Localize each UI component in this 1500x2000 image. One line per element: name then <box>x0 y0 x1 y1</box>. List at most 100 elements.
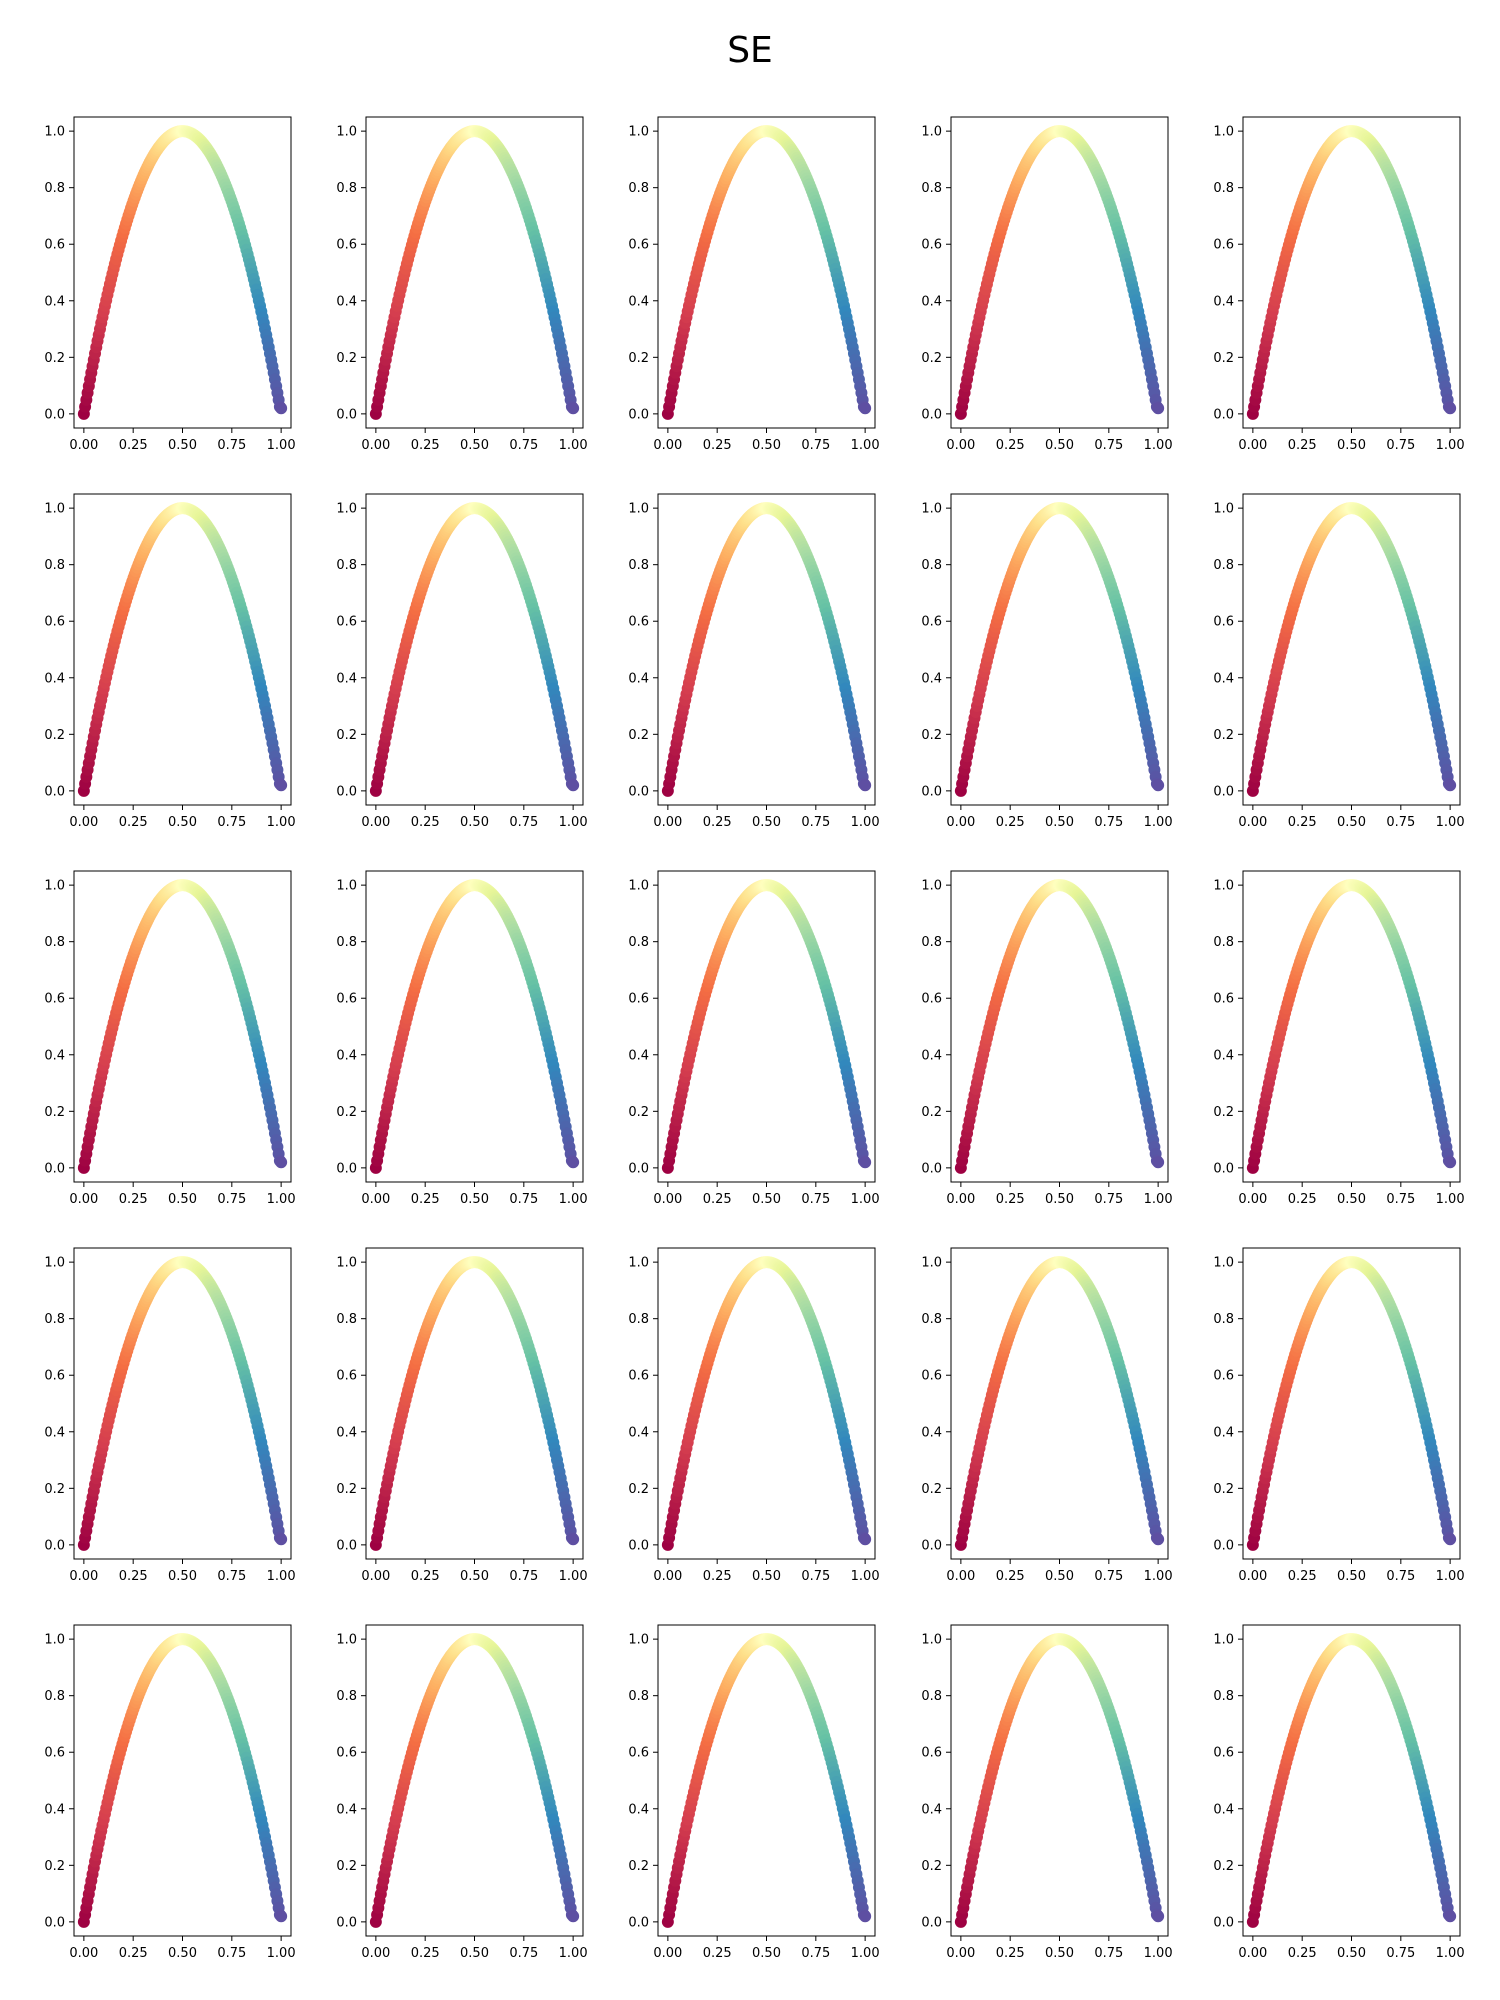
y-tick-label: 0.4 <box>336 1802 357 1817</box>
subplot-r5-c4: 0.00 0.25 0.50 0.75 1.00 0.0 0.2 0.4 0.6 0.8 1.0 <box>921 1624 1173 1961</box>
scatter-point <box>1444 1156 1457 1169</box>
x-tick-label: 0.50 <box>1337 1569 1366 1584</box>
scatter-point <box>859 1910 872 1923</box>
x-tick-label: 0.00 <box>653 815 682 830</box>
x-tick-label: 0.25 <box>119 1192 148 1207</box>
y-tick-label: 0.8 <box>336 935 357 950</box>
axes-frame <box>657 870 876 1183</box>
x-tick-label: 0.00 <box>69 1192 98 1207</box>
y-tick-label: 0.0 <box>44 407 65 422</box>
x-tick-label: 0.50 <box>460 1192 489 1207</box>
scatter-point <box>567 779 580 792</box>
x-tick-label: 0.50 <box>752 815 781 830</box>
x-tick-label: 1.00 <box>1144 1569 1173 1584</box>
x-tick-label: 0.75 <box>509 1569 538 1584</box>
y-tick-label: 0.4 <box>336 294 357 309</box>
scatter-point <box>275 1156 288 1169</box>
y-tick-label: 0.8 <box>921 1312 942 1327</box>
x-tick-label: 0.25 <box>1288 1569 1317 1584</box>
y-tick-label: 1.0 <box>336 1256 357 1271</box>
y-tick-label: 0.0 <box>628 1915 649 1930</box>
scatter-series <box>661 879 872 1174</box>
y-tick-label: 0.6 <box>921 992 942 1007</box>
scatter-series <box>954 1633 1165 1928</box>
x-tick-label: 0.75 <box>1386 1569 1415 1584</box>
subplot-r3-c5: 0.00 0.25 0.50 0.75 1.00 0.0 0.2 0.4 0.6 0.8 1.0 <box>1213 870 1465 1207</box>
scatter-series <box>77 1256 288 1551</box>
scatter-point <box>1444 1533 1457 1546</box>
subplot-r1-c3: 0.00 0.25 0.50 0.75 1.00 0.0 0.2 0.4 0.6 0.8 1.0 <box>628 116 880 453</box>
x-tick-label: 1.00 <box>1144 1946 1173 1961</box>
y-tick-label: 0.0 <box>628 407 649 422</box>
y-tick-label: 0.0 <box>628 1538 649 1553</box>
y-tick-label: 0.8 <box>44 558 65 573</box>
y-tick-label: 0.2 <box>921 728 942 743</box>
y-tick-label: 0.8 <box>336 1312 357 1327</box>
axes-frame <box>365 493 584 806</box>
subplot-r4-c2: 0.00 0.25 0.50 0.75 1.00 0.0 0.2 0.4 0.6 0.8 1.0 <box>336 1247 588 1584</box>
x-tick-label: 0.25 <box>703 1192 732 1207</box>
scatter-point <box>859 779 872 792</box>
x-tick-label: 1.00 <box>1436 1192 1465 1207</box>
y-tick-label: 0.2 <box>1213 351 1234 366</box>
x-tick-label: 0.00 <box>69 1569 98 1584</box>
scatter-point <box>1444 779 1457 792</box>
y-tick-label: 0.2 <box>44 728 65 743</box>
x-tick-label: 0.75 <box>801 1946 830 1961</box>
y-tick-label: 0.4 <box>1213 1425 1234 1440</box>
y-tick-label: 0.4 <box>44 671 65 686</box>
x-tick-label: 0.50 <box>752 1946 781 1961</box>
y-tick-label: 0.0 <box>1213 1161 1234 1176</box>
x-tick-label: 0.25 <box>703 815 732 830</box>
y-tick-label: 0.2 <box>628 728 649 743</box>
x-tick-label: 0.00 <box>946 438 975 453</box>
subplot-r1-c5: 0.00 0.25 0.50 0.75 1.00 0.0 0.2 0.4 0.6 0.8 1.0 <box>1213 116 1465 453</box>
y-tick-label: 0.0 <box>44 784 65 799</box>
y-tick-label: 0.6 <box>628 238 649 253</box>
y-tick-label: 0.6 <box>44 992 65 1007</box>
y-tick-label: 0.0 <box>921 1161 942 1176</box>
x-tick-label: 0.25 <box>1288 1946 1317 1961</box>
y-tick-label: 1.0 <box>628 1633 649 1648</box>
axes-frame <box>950 1624 1169 1937</box>
y-tick-label: 0.0 <box>1213 1538 1234 1553</box>
x-tick-label: 0.00 <box>361 1946 390 1961</box>
y-tick-label: 1.0 <box>921 125 942 140</box>
y-tick-label: 1.0 <box>921 879 942 894</box>
subplot-r3-c3: 0.00 0.25 0.50 0.75 1.00 0.0 0.2 0.4 0.6 0.8 1.0 <box>628 870 880 1207</box>
subplot-r5-c5: 0.00 0.25 0.50 0.75 1.00 0.0 0.2 0.4 0.6 0.8 1.0 <box>1213 1624 1465 1961</box>
x-tick-label: 0.50 <box>168 438 197 453</box>
subplot-r2-c4: 0.00 0.25 0.50 0.75 1.00 0.0 0.2 0.4 0.6 0.8 1.0 <box>921 493 1173 830</box>
x-tick-label: 0.25 <box>411 1192 440 1207</box>
x-tick-label: 1.00 <box>1436 1946 1465 1961</box>
y-tick-label: 0.2 <box>921 1105 942 1120</box>
scatter-point <box>859 1156 872 1169</box>
y-tick-label: 0.6 <box>336 1369 357 1384</box>
y-tick-label: 0.0 <box>44 1538 65 1553</box>
x-tick-label: 1.00 <box>1436 438 1465 453</box>
scatter-point <box>1444 402 1457 415</box>
y-tick-label: 0.0 <box>1213 784 1234 799</box>
x-tick-label: 1.00 <box>1144 1192 1173 1207</box>
x-tick-label: 0.00 <box>361 1192 390 1207</box>
y-tick-label: 0.2 <box>1213 1859 1234 1874</box>
axes-frame <box>73 1624 292 1937</box>
subplot-r4-c3: 0.00 0.25 0.50 0.75 1.00 0.0 0.2 0.4 0.6 0.8 1.0 <box>628 1247 880 1584</box>
x-tick-label: 0.75 <box>1386 815 1415 830</box>
y-tick-label: 0.8 <box>921 558 942 573</box>
subplot-r3-c2: 0.00 0.25 0.50 0.75 1.00 0.0 0.2 0.4 0.6 0.8 1.0 <box>336 870 588 1207</box>
y-tick-label: 0.6 <box>921 1746 942 1761</box>
y-tick-label: 1.0 <box>336 1633 357 1648</box>
y-tick-label: 0.6 <box>628 615 649 630</box>
y-tick-label: 1.0 <box>1213 1256 1234 1271</box>
x-tick-label: 1.00 <box>851 1569 880 1584</box>
subplot-r2-c5: 0.00 0.25 0.50 0.75 1.00 0.0 0.2 0.4 0.6 0.8 1.0 <box>1213 493 1465 830</box>
x-tick-label: 0.50 <box>168 1569 197 1584</box>
x-tick-label: 0.25 <box>996 815 1025 830</box>
x-tick-label: 0.50 <box>460 1569 489 1584</box>
x-tick-label: 0.25 <box>703 1946 732 1961</box>
x-tick-label: 0.50 <box>168 1946 197 1961</box>
x-tick-label: 0.75 <box>217 438 246 453</box>
x-tick-label: 0.25 <box>119 815 148 830</box>
y-tick-label: 1.0 <box>1213 1633 1234 1648</box>
